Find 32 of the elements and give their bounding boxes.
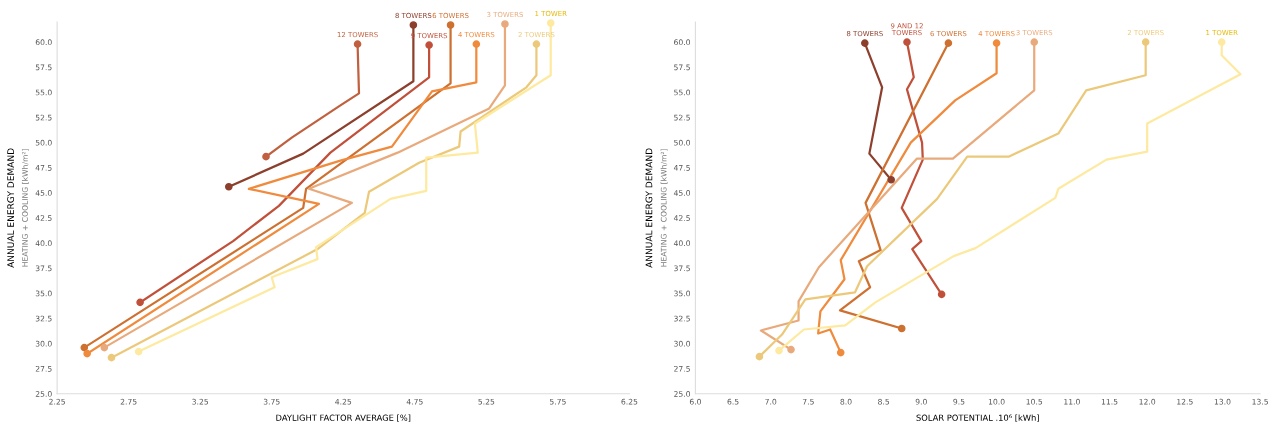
point: [937, 290, 946, 299]
x-axis-title: SOLAR POTENTIAL .10⁶ [kWh]: [916, 414, 1039, 422]
point: [446, 21, 455, 29]
point: [501, 20, 509, 28]
point: [100, 343, 109, 352]
point: [1030, 38, 1039, 46]
point: [755, 352, 764, 361]
point: [1217, 38, 1226, 46]
point: [546, 19, 555, 27]
point: [83, 349, 91, 358]
point: [262, 152, 270, 161]
point: [1141, 38, 1150, 46]
point: [787, 345, 795, 354]
point: [80, 343, 89, 352]
point: [992, 39, 1001, 47]
point: [136, 298, 144, 307]
point: [532, 40, 541, 48]
point: [225, 183, 233, 191]
point: [887, 175, 895, 184]
point: [107, 353, 116, 362]
point: [897, 324, 906, 333]
point: [836, 348, 845, 357]
point: [353, 40, 362, 48]
point: [472, 40, 481, 48]
point: [775, 346, 783, 355]
point: [409, 21, 418, 29]
point: [425, 41, 433, 49]
point: [861, 39, 869, 47]
point: [903, 38, 911, 46]
x-axis-title: DAYLIGHT FACTOR AVERAGE [%]: [276, 414, 411, 422]
point: [134, 347, 143, 356]
point: [944, 39, 953, 47]
